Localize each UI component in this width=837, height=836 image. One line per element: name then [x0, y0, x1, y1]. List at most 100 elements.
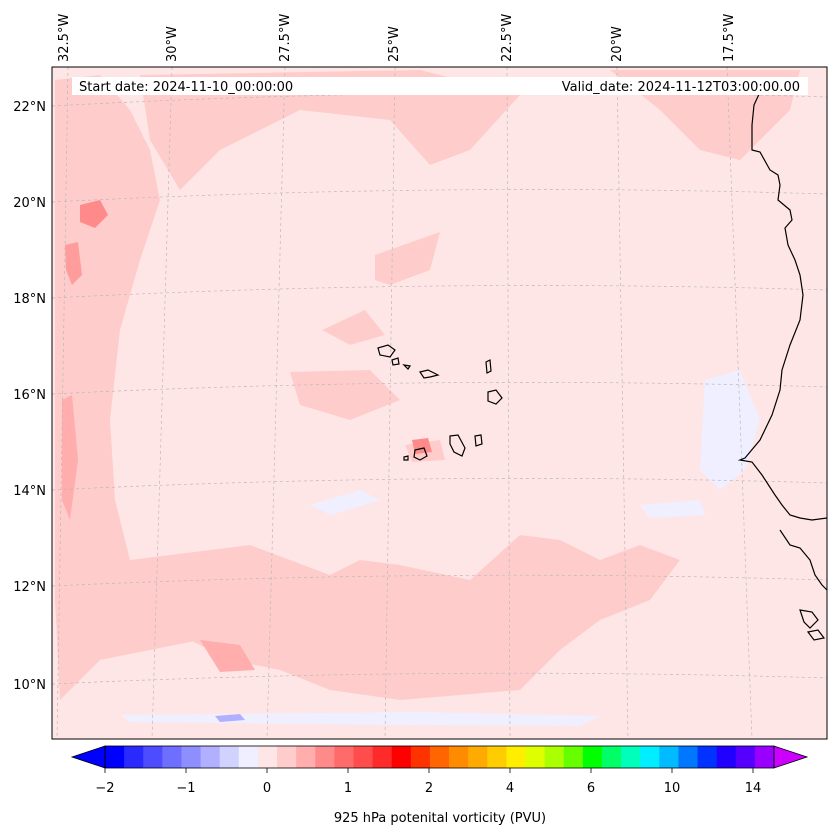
colorbar-tick-label: −2 [95, 781, 114, 796]
meridian-27-5w [266, 66, 286, 740]
colorbar-tick-label: 0 [263, 781, 271, 796]
colorbar-cell [506, 746, 527, 768]
colorbar: −2 −1 0 1 2 4 6 10 14 925 hPa potenital … [70, 745, 809, 826]
start-date-label: Start date: 2024-11-10_00:00:00 [79, 80, 293, 95]
colorbar-cell [449, 746, 469, 768]
colorbar-cell [143, 746, 163, 768]
colorbar-tick-label: 10 [664, 781, 681, 796]
pv-band-west [55, 75, 200, 700]
colorbar-cell [659, 746, 680, 768]
island-maio [474, 434, 483, 447]
coast-detail-2 [806, 629, 826, 641]
map-frame [51, 66, 828, 740]
colorbar-over-arrow [773, 745, 809, 769]
map-panel: Start date: 2024-11-10_00:00:00 Valid_da… [51, 66, 828, 740]
parallel-18n [51, 285, 828, 299]
lon-label: 17.5°W [722, 14, 737, 62]
colorbar-cell [544, 746, 565, 768]
colorbar-cell [200, 746, 221, 768]
colorbar-cell [219, 746, 240, 768]
pv-blob-18n [322, 310, 385, 345]
colorbar-cell [124, 746, 144, 768]
lon-label: 22.5°W [500, 14, 515, 62]
colorbar-cell [716, 746, 737, 768]
colorbar-cell [105, 746, 125, 768]
colorbar-cell [601, 746, 622, 768]
colorbar-cell [162, 746, 183, 768]
graticule [51, 66, 828, 740]
colorbar-cell [697, 746, 718, 768]
africa-coast-south [779, 529, 828, 591]
meridian-17-5w [726, 66, 753, 740]
colorbar-cell [735, 746, 756, 768]
colorbar-tick-label: 14 [745, 781, 762, 796]
pv-shading-strong [62, 200, 432, 672]
island-sao-vicente [391, 357, 400, 366]
africa-coast [737, 89, 828, 521]
pv-blob-central [375, 232, 440, 285]
lat-labels: 22°N 20°N 18°N 16°N 14°N 12°N 10°N [13, 100, 46, 693]
colorbar-tick-label: −1 [176, 781, 195, 796]
island-santo-antao [377, 344, 396, 358]
lat-label: 10°N [13, 678, 46, 693]
valid-date-label: Valid_date: 2024-11-12T03:00:00.00 [562, 80, 800, 95]
pv-blob-11n [200, 640, 255, 672]
lon-labels: 32.5°W 30°W 27.5°W 25°W 22.5°W 20°W 17.5… [57, 14, 737, 62]
parallel-10n [51, 672, 828, 685]
lat-label: 16°N [13, 388, 46, 403]
parallel-12n [51, 574, 828, 587]
colorbar-frame [104, 745, 775, 769]
parallel-20n [51, 189, 828, 203]
island-boa-vista [487, 389, 503, 405]
pv-band-south [130, 535, 680, 700]
pv-max-19n [65, 242, 82, 285]
pv-max-20n [80, 200, 108, 228]
pv-band-north [140, 70, 520, 190]
parallel-14n [51, 478, 828, 491]
lon-label: 20°W [610, 26, 625, 62]
colorbar-cell [315, 746, 335, 768]
parallel-16n [51, 382, 828, 395]
coast-detail-1 [799, 609, 819, 629]
island-santiago [449, 434, 466, 457]
colorbar-tick-label: 4 [506, 781, 514, 796]
colorbar-cell [334, 746, 355, 768]
parallel-22n [51, 92, 828, 107]
info-banner [72, 77, 808, 95]
island-brava [403, 455, 409, 461]
island-sal [485, 359, 492, 374]
colorbar-cell [257, 746, 278, 768]
meridian-25w [384, 66, 396, 740]
meridian-32-5w [56, 66, 69, 740]
colorbar-cell [238, 746, 259, 768]
coastlines [377, 89, 828, 641]
pv-strip-15n [62, 395, 78, 520]
island-sao-nicolau [419, 369, 440, 379]
colorbar-cell [410, 746, 431, 768]
neg-coast-streak [640, 500, 705, 518]
lat-label: 20°N [13, 196, 46, 211]
colorbar-cell [754, 746, 775, 768]
colorbar-label: 925 hPa potenital vorticity (PVU) [334, 811, 546, 826]
lat-label: 12°N [13, 580, 46, 595]
colorbar-cell [372, 746, 393, 768]
colorbar-cell [391, 746, 412, 768]
meridian-30w [151, 66, 173, 740]
meridian-22-5w [506, 66, 511, 740]
island-santa-luzia [402, 364, 412, 370]
colorbar-cell [429, 746, 450, 768]
colorbar-cell [277, 746, 297, 768]
colorbar-cell [468, 746, 488, 768]
lon-label: 27.5°W [278, 14, 293, 62]
island-fogo [413, 447, 428, 461]
neg-sw-blob [215, 714, 245, 722]
lat-label: 18°N [13, 292, 46, 307]
colorbar-cell [525, 746, 546, 768]
lon-label: 30°W [165, 26, 180, 62]
colorbar-tick-label: 1 [344, 781, 352, 796]
lon-label: 32.5°W [57, 14, 72, 62]
meridian-20w [616, 66, 629, 740]
colorbar-cell [181, 746, 202, 768]
neg-mid-streak [310, 490, 380, 515]
